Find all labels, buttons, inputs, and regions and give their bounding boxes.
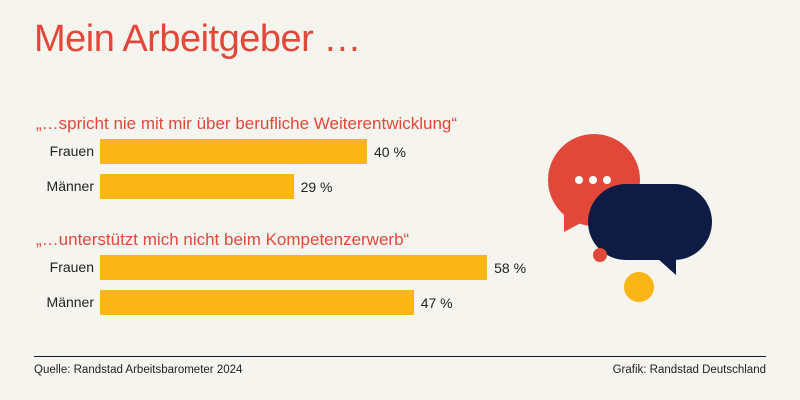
category-label: Männer — [46, 178, 94, 194]
category-label: Frauen — [49, 143, 94, 159]
bar — [100, 255, 488, 280]
value-label: 47 % — [420, 295, 453, 311]
category-label: Männer — [46, 294, 94, 310]
value-label: 40 % — [374, 144, 406, 160]
footer-divider — [34, 356, 766, 357]
group-title: „…unterstützt mich nicht beim Kompetenze… — [36, 230, 410, 249]
group-title: „…spricht nie mit mir über berufliche We… — [36, 114, 458, 133]
value-label: 58 % — [494, 260, 527, 276]
credit-note: Grafik: Randstad Deutschland — [612, 364, 766, 376]
page-title: Mein Arbeitgeber … — [34, 18, 361, 60]
speech-bubbles-icon — [548, 134, 712, 302]
red-dot — [593, 248, 607, 262]
bar — [100, 174, 294, 199]
value-label: 29 % — [300, 179, 333, 195]
bar — [100, 139, 367, 164]
yellow-dot — [624, 272, 654, 302]
source-note: Quelle: Randstad Arbeitsbarometer 2024 — [34, 364, 243, 376]
bar — [100, 290, 414, 315]
category-label: Frauen — [49, 259, 94, 275]
navy-speech-bubble — [588, 184, 712, 275]
